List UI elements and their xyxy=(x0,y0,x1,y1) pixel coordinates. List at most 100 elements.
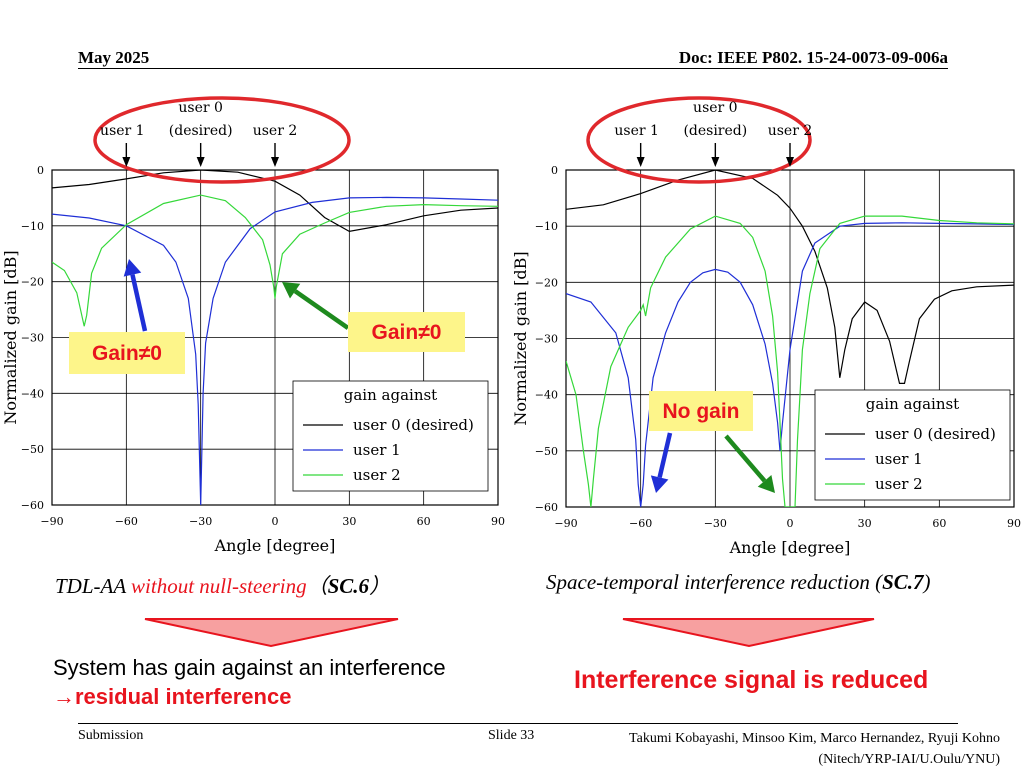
user-marker-label: (desired) xyxy=(683,123,747,139)
user-marker-label: user 1 xyxy=(100,123,145,139)
user-marker-arrow-head xyxy=(271,157,279,167)
legend-label-user1: user 1 xyxy=(353,441,401,459)
user-marker-label: user 2 xyxy=(768,123,813,139)
right-green-arrow-head xyxy=(757,474,775,493)
x-tick-label: −30 xyxy=(704,517,727,530)
y-tick-label: 0 xyxy=(37,164,44,177)
legend-label-user2: user 2 xyxy=(353,466,401,484)
left-caption-paren-open: （ xyxy=(306,574,328,598)
legend-label-user0: user 0 (desired) xyxy=(875,425,996,443)
user-marker-label: user 0 xyxy=(693,100,738,116)
y-tick-label: −60 xyxy=(21,499,44,512)
left-caption-prefix: TDL-AA xyxy=(55,574,132,598)
left-blue-arrow-shaft xyxy=(130,274,148,332)
legend-label-user0: user 0 (desired) xyxy=(353,416,474,434)
left-callout-a-text: Gain≠0 xyxy=(92,342,162,365)
x-tick-label: 30 xyxy=(342,515,356,528)
series-line-user1 xyxy=(52,196,498,505)
plot-frame xyxy=(51,169,499,506)
left-blue-arrow-head xyxy=(123,259,142,277)
y-tick-label: −30 xyxy=(535,333,558,346)
series-line-user2 xyxy=(566,215,1014,507)
header-date: May 2025 xyxy=(78,48,150,67)
x-tick-label: −90 xyxy=(40,515,63,528)
left-green-arrow-head xyxy=(282,282,301,299)
x-axis-label: Angle [degree] xyxy=(214,536,336,555)
left-caption-red: without null-steering xyxy=(131,574,307,598)
right-callout-box xyxy=(649,391,753,431)
left-caption: TDL-AA without null-steering（SC.6） xyxy=(55,570,390,600)
left-green-arrow-shaft xyxy=(293,289,350,330)
y-tick-label: −50 xyxy=(535,445,558,458)
y-tick-label: −60 xyxy=(535,501,558,514)
series-line-user0 xyxy=(52,170,498,233)
x-tick-label: −90 xyxy=(554,517,577,530)
series-line-user0 xyxy=(566,170,1014,384)
y-tick-label: −50 xyxy=(21,443,44,456)
right-down-triangle xyxy=(622,618,875,648)
x-tick-label: 0 xyxy=(787,517,794,530)
right-caption-sc: SC.7 xyxy=(882,570,924,594)
right-summary: Interference signal is reduced xyxy=(574,666,929,694)
footer-rule xyxy=(78,723,958,724)
user-marker-arrow-head xyxy=(196,157,205,167)
footer-submission: Submission xyxy=(78,728,144,743)
header-doc-id: Doc: IEEE P802. 15-24-0073-09-006a xyxy=(678,48,948,67)
user-marker-arrow-head xyxy=(711,157,720,167)
left-callout-a-box xyxy=(69,332,185,374)
legend-box xyxy=(814,389,1011,501)
left-callout-b-text: Gain≠0 xyxy=(372,321,442,344)
user-marker-label: user 0 xyxy=(178,100,223,116)
left-chart: −90 −60 −30 0 30 60 90 0 −10 −20 −30 −40 −50 −60 Angle… xyxy=(1,96,505,555)
left-callout-b-box xyxy=(348,312,465,352)
y-axis-label: Normalized gain [dB] xyxy=(1,250,20,424)
y-tick-label: −20 xyxy=(535,276,558,289)
legend-label-user2: user 2 xyxy=(875,475,923,493)
left-caption-sc: SC.6 xyxy=(327,574,370,598)
x-tick-label: 90 xyxy=(1007,517,1021,530)
user-marker-arrow-head xyxy=(786,157,794,167)
left-caption-paren-close: ） xyxy=(369,574,391,598)
x-tick-label: −60 xyxy=(115,515,138,528)
legend-title: gain against xyxy=(866,395,959,413)
x-tick-label: 60 xyxy=(932,517,946,530)
y-tick-label: −10 xyxy=(535,220,558,233)
user-marker-arrow-head xyxy=(636,157,645,167)
header-rule xyxy=(78,68,948,69)
x-tick-label: 90 xyxy=(491,515,505,528)
user-marker-label: (desired) xyxy=(169,123,233,139)
y-tick-label: −10 xyxy=(21,220,44,233)
legend-title: gain against xyxy=(344,386,437,404)
right-caption-main: Space-temporal interference reduction ( xyxy=(546,570,883,594)
footer-slide-number: Slide 33 xyxy=(488,728,535,743)
y-tick-label: 0 xyxy=(551,164,558,177)
right-callout-text: No gain xyxy=(663,400,740,423)
left-down-triangle xyxy=(144,618,399,648)
x-tick-label: 30 xyxy=(858,517,872,530)
user-marker-label: user 1 xyxy=(614,123,659,139)
users-ellipse xyxy=(93,96,351,184)
left-summary-line2: →residual interference xyxy=(53,684,292,709)
y-tick-label: −20 xyxy=(21,276,44,289)
right-chart: −90 −60 −30 0 30 60 90 0 −10 −20 −30 −40 −50 −60 Angle… xyxy=(511,96,1021,557)
x-tick-label: −60 xyxy=(629,517,652,530)
right-blue-arrow-shaft xyxy=(657,432,673,478)
y-tick-label: −40 xyxy=(535,389,558,402)
user-marker-arrow-head xyxy=(122,157,131,167)
y-axis-label: Normalized gain [dB] xyxy=(511,251,530,425)
right-caption: Space-temporal interference reduction (S… xyxy=(546,570,931,595)
left-summary: System has gain against an interference … xyxy=(53,653,446,711)
legend-box xyxy=(292,380,489,492)
x-axis-label: Angle [degree] xyxy=(729,538,851,557)
series-line-user2 xyxy=(52,194,498,327)
legend-label-user1: user 1 xyxy=(875,450,923,468)
left-summary-line1: System has gain against an interference xyxy=(53,655,446,680)
y-tick-label: −40 xyxy=(21,387,44,400)
x-tick-label: −30 xyxy=(189,515,212,528)
x-tick-label: 60 xyxy=(417,515,431,528)
user-marker-label: user 2 xyxy=(253,123,298,139)
right-green-arrow-shaft xyxy=(724,434,767,483)
right-blue-arrow-head xyxy=(650,475,669,493)
users-ellipse xyxy=(586,96,812,184)
footer-authors: Takumi Kobayashi, Minsoo Kim, Marco Hern… xyxy=(629,731,1000,767)
